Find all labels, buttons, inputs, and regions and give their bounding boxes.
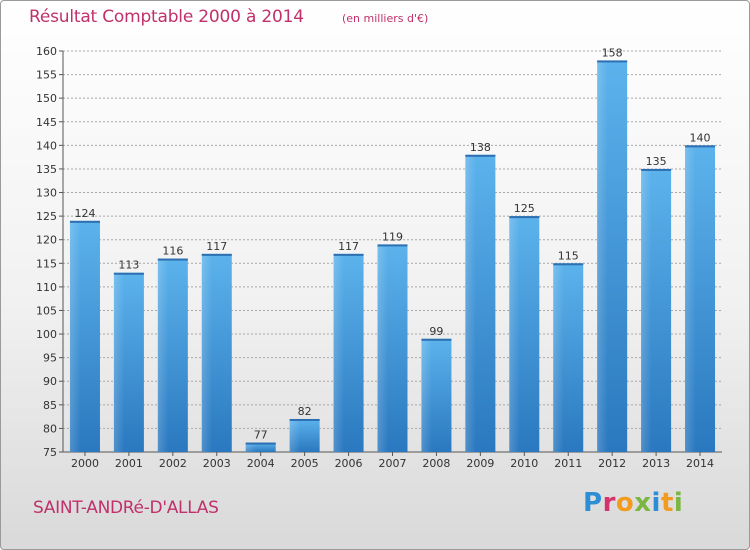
bar-top-edge — [597, 60, 628, 63]
bar-top-edge — [465, 154, 496, 157]
bar-top-edge — [289, 418, 320, 421]
bar-top-edge — [245, 442, 276, 445]
x-tick-label-2003: 2003 — [203, 457, 231, 470]
y-tick-label: 85 — [43, 399, 57, 412]
bar-highlight — [69, 220, 81, 452]
data-label-2008: 99 — [429, 325, 443, 338]
data-label-2011: 115 — [558, 249, 579, 262]
bar-top-edge — [69, 220, 100, 223]
bar-highlight — [245, 442, 257, 452]
bar-highlight — [201, 253, 213, 452]
bar-2004 — [245, 442, 276, 452]
y-tick-label: 160 — [36, 45, 57, 58]
x-tick-label-2012: 2012 — [598, 457, 626, 470]
y-tick-label: 145 — [36, 116, 57, 129]
x-tick-label-2002: 2002 — [159, 457, 187, 470]
bar-top-edge — [157, 258, 188, 261]
bar-highlight — [157, 258, 169, 452]
chart-title: Résultat Comptable 2000 à 2014 — [29, 7, 304, 27]
bar-highlight — [597, 60, 608, 452]
bars — [69, 60, 716, 453]
x-tick-label-2011: 2011 — [554, 457, 582, 470]
y-tick-label: 155 — [36, 69, 57, 82]
x-tick-label-2013: 2013 — [642, 457, 670, 470]
bar-highlight — [685, 145, 696, 452]
bar-top-edge — [509, 216, 540, 219]
data-label-2010: 125 — [514, 202, 535, 215]
y-tick-label: 105 — [36, 304, 57, 317]
bar-top-edge — [113, 272, 144, 275]
bar-highlight — [553, 263, 564, 452]
bar-highlight — [113, 272, 125, 452]
y-tick-label: 115 — [36, 257, 57, 270]
bar-highlight — [465, 154, 476, 452]
data-label-2013: 135 — [646, 155, 667, 168]
x-tick-label-2004: 2004 — [247, 457, 275, 470]
x-tick-label-2001: 2001 — [115, 457, 143, 470]
data-label-2006: 117 — [338, 240, 359, 253]
data-label-2007: 119 — [382, 230, 403, 243]
data-label-2014: 140 — [690, 131, 711, 144]
chart-subtitle: (en milliers d'€) — [342, 12, 429, 25]
bar-top-edge — [421, 338, 452, 341]
y-tick-label: 75 — [43, 446, 57, 459]
bar-top-edge — [553, 263, 584, 266]
data-label-2012: 158 — [602, 46, 623, 59]
x-tick-label-2000: 2000 — [71, 457, 99, 470]
x-tick-label-2009: 2009 — [466, 457, 494, 470]
x-tick-label-2010: 2010 — [510, 457, 538, 470]
x-tick-label-2006: 2006 — [335, 457, 363, 470]
bar-top-edge — [377, 244, 408, 247]
y-tick-label: 120 — [36, 234, 57, 247]
data-label-2000: 124 — [74, 207, 95, 220]
y-tick-label: 100 — [36, 328, 57, 341]
x-tick-label-2005: 2005 — [291, 457, 319, 470]
data-label-2005: 82 — [298, 405, 312, 418]
bar-highlight — [641, 168, 652, 453]
bar-top-edge — [333, 253, 364, 256]
x-tick-label-2007: 2007 — [379, 457, 407, 470]
proxiti-logo: Proxiti — [583, 488, 684, 518]
x-tick-label-2008: 2008 — [422, 457, 450, 470]
y-tick-label: 140 — [36, 139, 57, 152]
bar-highlight — [289, 418, 301, 452]
y-tick-label: 125 — [36, 210, 57, 223]
labels: 75 80 85 90 95 100 105 110 115 120 125 130 135 140 145… — [36, 45, 714, 470]
y-tick-label: 130 — [36, 187, 57, 200]
bar-highlight — [333, 253, 345, 452]
y-tick-label: 95 — [43, 352, 57, 365]
y-tick-label: 110 — [36, 281, 57, 294]
bar-highlight — [377, 244, 388, 452]
data-label-2009: 138 — [470, 141, 491, 154]
data-label-2003: 117 — [206, 240, 227, 253]
data-label-2002: 116 — [162, 245, 183, 258]
y-tick-label: 150 — [36, 92, 57, 105]
data-label-2001: 113 — [118, 259, 139, 272]
bar-top-edge — [201, 253, 232, 256]
y-tick-label: 135 — [36, 163, 57, 176]
bar-top-edge — [685, 145, 716, 148]
y-tick-label: 80 — [43, 422, 57, 435]
x-tick-label-2014: 2014 — [686, 457, 714, 470]
bar-highlight — [509, 216, 520, 452]
data-label-2004: 77 — [254, 429, 268, 442]
bar-top-edge — [641, 168, 672, 171]
commune-name: SAINT-ANDRé-D'ALLAS — [33, 498, 219, 518]
bar-highlight — [421, 338, 432, 452]
y-tick-label: 90 — [43, 375, 57, 388]
